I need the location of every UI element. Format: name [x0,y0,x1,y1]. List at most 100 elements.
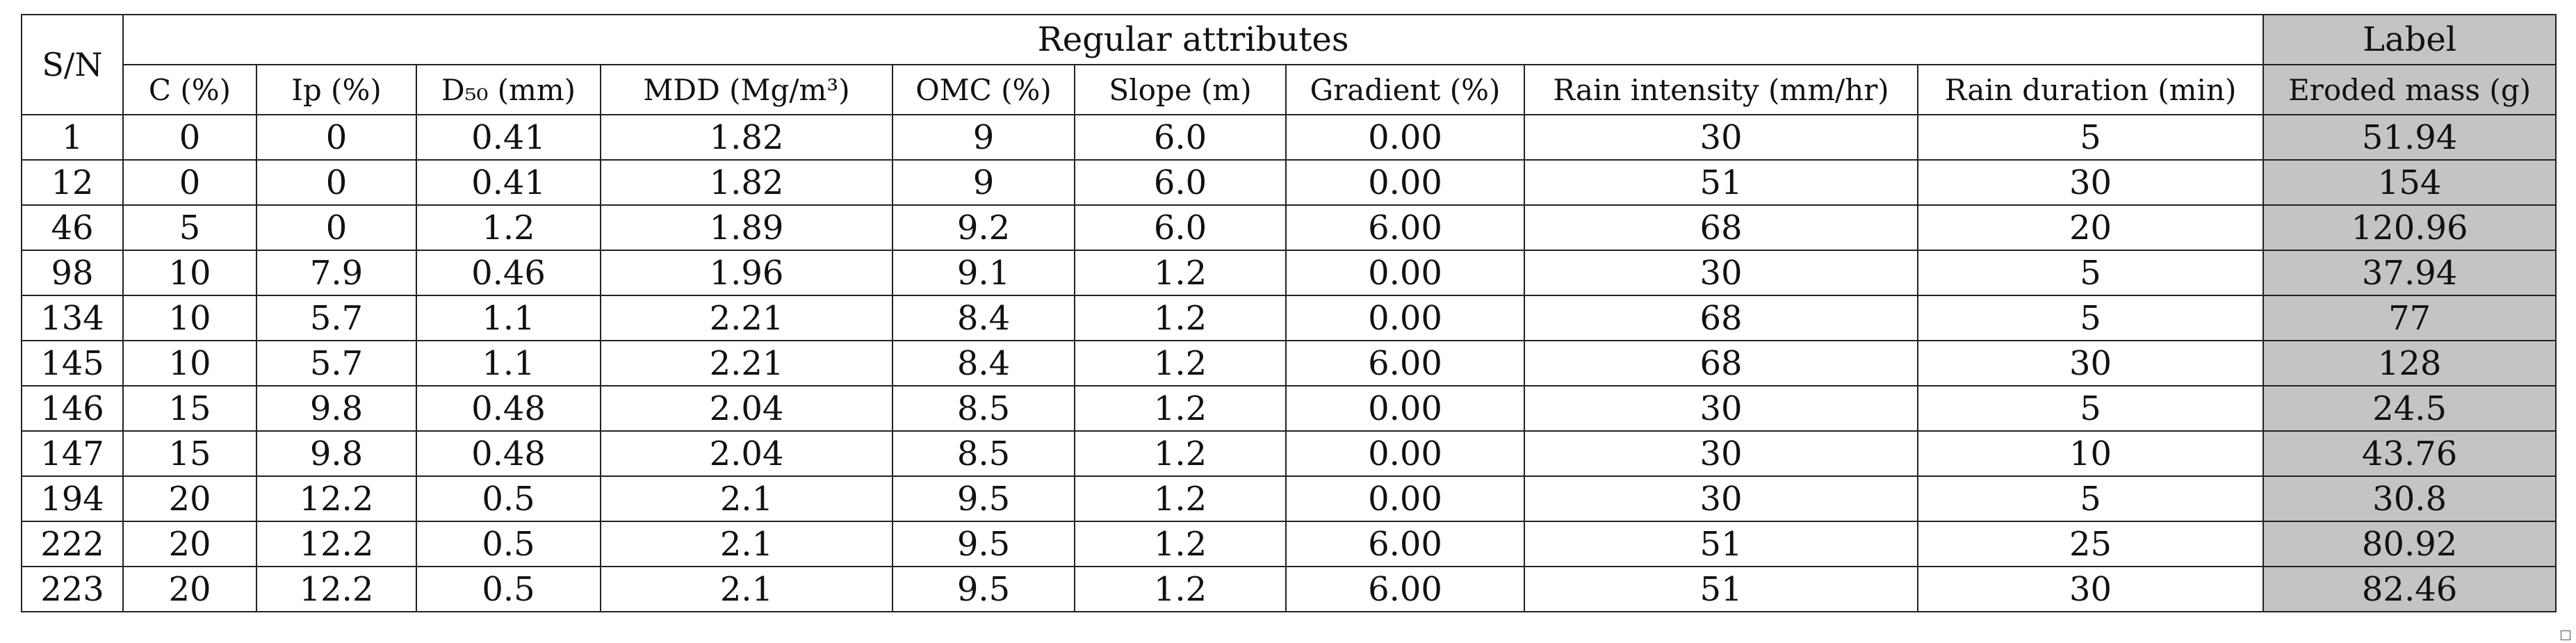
table-row: 46 5 0 1.2 1.89 9.2 6.0 6.00 68 20 120.96 [21,204,2557,251]
cell-c: 10 [122,295,257,341]
cell-rain-duration: 30 [1916,340,2265,386]
cell-rain-intensity: 68 [1524,295,1918,341]
cell-ip: 9.8 [256,430,417,477]
cell-gradient: 0.00 [1285,159,1525,206]
cell-omc: 9.5 [892,521,1075,567]
cell-rain-duration: 10 [1916,430,2265,477]
cell-mdd: 1.89 [600,204,893,251]
cell-sn: 46 [21,204,124,251]
table-row: 12 0 0 0.41 1.82 9 6.0 0.00 51 30 154 [21,159,2557,206]
cell-sn: 145 [21,340,124,386]
cell-mdd: 1.82 [600,159,893,206]
cell-c: 0 [122,114,257,161]
corner-resize-handle [2561,630,2570,640]
cell-mdd: 1.96 [600,250,893,296]
cell-mdd: 2.04 [600,385,893,432]
cell-slope: 1.2 [1074,566,1287,612]
cell-d50: 1.2 [416,204,601,251]
cell-rain-duration: 30 [1916,159,2265,206]
cell-c: 10 [122,250,257,296]
table-row: 1 0 0 0.41 1.82 9 6.0 0.00 30 5 51.94 [21,114,2557,161]
cell-rain-duration: 5 [1916,114,2265,161]
cell-eroded-mass: 43.76 [2263,430,2557,477]
cell-c: 15 [122,385,257,432]
cell-rain-duration: 5 [1916,295,2265,341]
cell-mdd: 2.1 [600,566,893,612]
cell-d50: 0.48 [416,385,601,432]
column-header-d50: D₅₀ (mm) [416,64,601,115]
table-body: 1 0 0 0.41 1.82 9 6.0 0.00 30 5 51.94 12 0 0 0.41 1.82 9… [21,114,2557,612]
cell-d50: 0.41 [416,159,601,206]
cell-rain-intensity: 30 [1524,430,1918,477]
column-header-c: C (%) [122,64,257,115]
table-row: 98 10 7.9 0.46 1.96 9.1 1.2 0.00 30 5 37.94 [21,250,2557,296]
cell-eroded-mass: 80.92 [2263,521,2557,567]
cell-c: 10 [122,340,257,386]
cell-gradient: 0.00 [1285,430,1525,477]
cell-omc: 8.4 [892,340,1075,386]
cell-c: 15 [122,430,257,477]
cell-omc: 8.5 [892,430,1075,477]
cell-rain-duration: 5 [1916,250,2265,296]
cell-omc: 9.2 [892,204,1075,251]
cell-rain-intensity: 51 [1524,521,1918,567]
data-table: S/N Regular attributes Label C (%) Ip (%… [21,14,2557,612]
cell-d50: 1.1 [416,295,601,341]
cell-ip: 0 [256,114,417,161]
cell-d50: 1.1 [416,340,601,386]
cell-rain-duration: 30 [1916,566,2265,612]
cell-sn: 146 [21,385,124,432]
cell-d50: 0.46 [416,250,601,296]
column-header-mdd: MDD (Mg/m³) [600,64,893,115]
cell-d50: 0.48 [416,430,601,477]
cell-rain-intensity: 68 [1524,204,1918,251]
cell-mdd: 2.1 [600,475,893,522]
cell-slope: 1.2 [1074,521,1287,567]
cell-d50: 0.5 [416,475,601,522]
cell-ip: 9.8 [256,385,417,432]
cell-d50: 0.41 [416,114,601,161]
cell-gradient: 0.00 [1285,114,1525,161]
table-row: 134 10 5.7 1.1 2.21 8.4 1.2 0.00 68 5 77 [21,295,2557,341]
cell-rain-intensity: 30 [1524,385,1918,432]
cell-eroded-mass: 51.94 [2263,114,2557,161]
table-row: 194 20 12.2 0.5 2.1 9.5 1.2 0.00 30 5 30.8 [21,475,2557,522]
cell-slope: 6.0 [1074,159,1287,206]
cell-gradient: 0.00 [1285,475,1525,522]
cell-gradient: 0.00 [1285,385,1525,432]
cell-c: 20 [122,521,257,567]
cell-d50: 0.5 [416,521,601,567]
cell-gradient: 6.00 [1285,566,1525,612]
cell-gradient: 0.00 [1285,250,1525,296]
cell-sn: 1 [21,114,124,161]
cell-d50: 0.5 [416,566,601,612]
cell-omc: 9.1 [892,250,1075,296]
cell-mdd: 2.1 [600,521,893,567]
column-header-eroded-mass: Eroded mass (g) [2263,64,2557,115]
cell-sn: 98 [21,250,124,296]
cell-rain-duration: 5 [1916,385,2265,432]
cell-ip: 12.2 [256,566,417,612]
cell-eroded-mass: 24.5 [2263,385,2557,432]
cell-eroded-mass: 37.94 [2263,250,2557,296]
cell-slope: 1.2 [1074,475,1287,522]
label-header: Label [2263,14,2557,65]
cell-omc: 9 [892,114,1075,161]
cell-c: 5 [122,204,257,251]
cell-rain-duration: 25 [1916,521,2265,567]
cell-ip: 0 [256,159,417,206]
cell-sn: 222 [21,521,124,567]
column-header-row: C (%) Ip (%) D₅₀ (mm) MDD (Mg/m³) OMC (%… [22,64,2557,115]
column-header-gradient: Gradient (%) [1285,64,1525,115]
table-row: 146 15 9.8 0.48 2.04 8.5 1.2 0.00 30 5 24.5 [21,385,2557,432]
group-header-row: S/N Regular attributes Label [21,14,2557,115]
cell-mdd: 2.04 [600,430,893,477]
cell-rain-intensity: 51 [1524,566,1918,612]
cell-omc: 8.4 [892,295,1075,341]
cell-slope: 6.0 [1074,114,1287,161]
cell-mdd: 2.21 [600,295,893,341]
cell-omc: 8.5 [892,385,1075,432]
cell-omc: 9 [892,159,1075,206]
cell-c: 20 [122,566,257,612]
cell-rain-intensity: 68 [1524,340,1918,386]
